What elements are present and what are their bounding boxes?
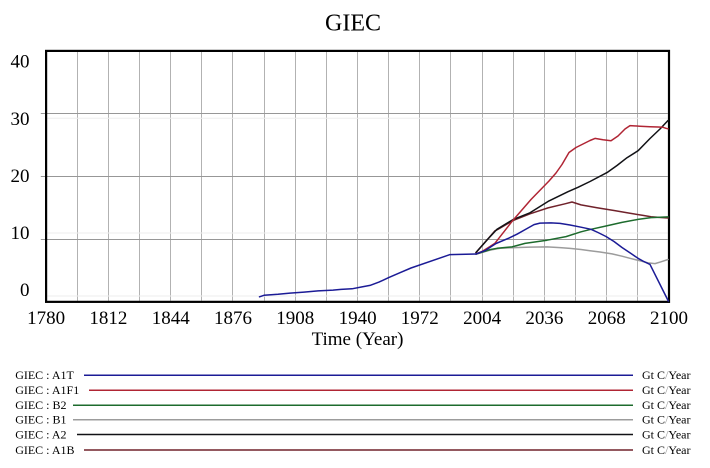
- svg-text:GIEC : A2: GIEC : A2: [15, 427, 66, 441]
- svg-text:2036: 2036: [525, 308, 563, 329]
- svg-text:Gt C/Year: Gt C/Year: [642, 413, 690, 427]
- svg-text:GIEC : A1B: GIEC : A1B: [15, 443, 74, 457]
- svg-text:0: 0: [20, 280, 30, 301]
- svg-text:GIEC : B2: GIEC : B2: [15, 398, 66, 412]
- svg-text:40: 40: [11, 52, 30, 73]
- svg-text:2068: 2068: [588, 308, 626, 329]
- svg-text:GIEC : B1: GIEC : B1: [15, 413, 66, 427]
- svg-text:GIEC : A1T: GIEC : A1T: [15, 368, 74, 382]
- svg-text:1972: 1972: [401, 308, 439, 329]
- svg-text:Gt C/Year: Gt C/Year: [642, 383, 690, 397]
- svg-text:10: 10: [11, 223, 30, 244]
- svg-text:30: 30: [11, 109, 30, 130]
- svg-text:Time (Year): Time (Year): [312, 329, 404, 350]
- svg-text:2004: 2004: [463, 308, 502, 329]
- svg-text:GIEC : A1F1: GIEC : A1F1: [15, 383, 79, 397]
- svg-text:1908: 1908: [276, 308, 314, 329]
- svg-text:Gt C/Year: Gt C/Year: [642, 427, 690, 441]
- svg-text:Gt C/Year: Gt C/Year: [642, 443, 690, 457]
- svg-text:1844: 1844: [152, 308, 191, 329]
- svg-text:1876: 1876: [214, 308, 252, 329]
- svg-text:20: 20: [11, 166, 30, 187]
- svg-text:1940: 1940: [339, 308, 377, 329]
- svg-text:GIEC: GIEC: [325, 10, 381, 36]
- svg-text:1812: 1812: [89, 308, 127, 329]
- svg-text:Gt C/Year: Gt C/Year: [642, 368, 690, 382]
- svg-text:1780: 1780: [27, 308, 65, 329]
- svg-text:2100: 2100: [650, 308, 688, 329]
- svg-text:Gt C/Year: Gt C/Year: [642, 398, 690, 412]
